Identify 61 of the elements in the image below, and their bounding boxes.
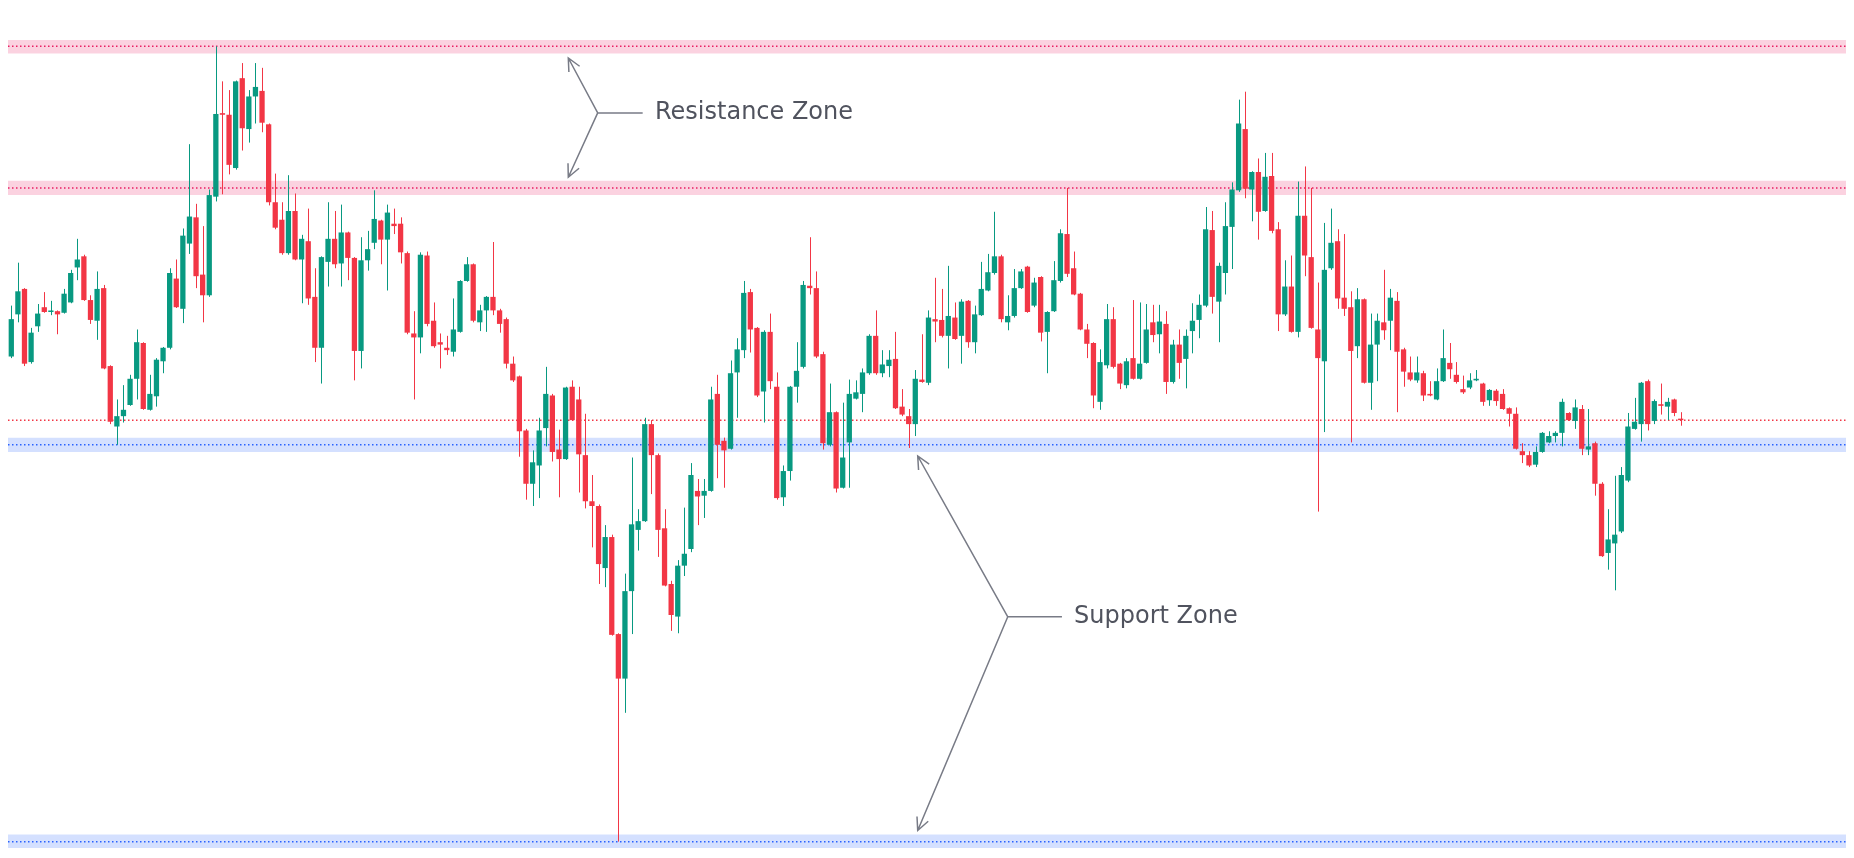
- candlestick: [793, 341, 800, 404]
- candlestick: [41, 291, 47, 314]
- candlestick: [1414, 356, 1420, 384]
- candlestick: [1183, 328, 1189, 389]
- candlestick: [1519, 442, 1525, 464]
- candlestick: [1031, 277, 1037, 308]
- candlestick: [219, 80, 226, 195]
- candlestick: [463, 256, 470, 283]
- candlestick: [1480, 382, 1486, 407]
- candlestick: [1658, 383, 1664, 416]
- candlestick: [477, 304, 483, 332]
- candlestick: [1374, 313, 1380, 382]
- candlestick: [371, 189, 377, 250]
- candlestick: [1453, 361, 1459, 385]
- candlestick: [496, 308, 503, 334]
- candlestick: [510, 356, 516, 383]
- candlestick: [74, 238, 80, 281]
- candlestick: [681, 507, 687, 577]
- candlestick: [945, 265, 951, 369]
- candlestick: [1572, 398, 1578, 430]
- candlestick: [411, 310, 417, 400]
- candlestick: [298, 234, 305, 304]
- candlestick: [437, 332, 443, 369]
- candlestick: [114, 398, 120, 446]
- candlestick: [87, 294, 94, 325]
- annotation: Support Zone: [1074, 601, 1238, 629]
- candlestick: [589, 474, 595, 548]
- candlestick: [1189, 302, 1196, 354]
- candlestick: [1176, 328, 1182, 380]
- candlestick: [1136, 301, 1143, 381]
- candlestick: [1084, 323, 1090, 359]
- candlestick: [1585, 408, 1591, 456]
- candlestick: [35, 303, 41, 333]
- candlestick: [483, 295, 490, 333]
- candlestick: [1156, 304, 1163, 354]
- candlestick: [378, 219, 384, 265]
- candlestick: [1130, 299, 1136, 381]
- candlestick: [919, 333, 925, 384]
- candlestick: [1249, 170, 1255, 222]
- candlestick: [1460, 375, 1466, 395]
- candlestick: [252, 62, 259, 124]
- candlestick: [364, 230, 371, 272]
- candlestick: [1440, 328, 1446, 383]
- candlestick: [1123, 357, 1130, 389]
- candlestick: [1407, 356, 1413, 382]
- candlestick: [1532, 445, 1539, 468]
- candlestick: [1651, 398, 1657, 425]
- candlestick: [490, 241, 496, 316]
- candlestick: [1433, 367, 1440, 401]
- candlestick: [1044, 310, 1050, 374]
- candlestick: [529, 449, 536, 507]
- candlestick: [1018, 268, 1024, 290]
- candlestick: [635, 508, 641, 552]
- annotation: Resistance Zone: [654, 96, 854, 125]
- candlestick: [952, 301, 958, 341]
- candlestick: [1664, 397, 1671, 421]
- candlestick: [701, 478, 707, 519]
- candlestick: [1381, 269, 1387, 341]
- candlestick: [1150, 304, 1156, 343]
- candlestick: [1387, 288, 1394, 351]
- candlestick: [15, 262, 21, 323]
